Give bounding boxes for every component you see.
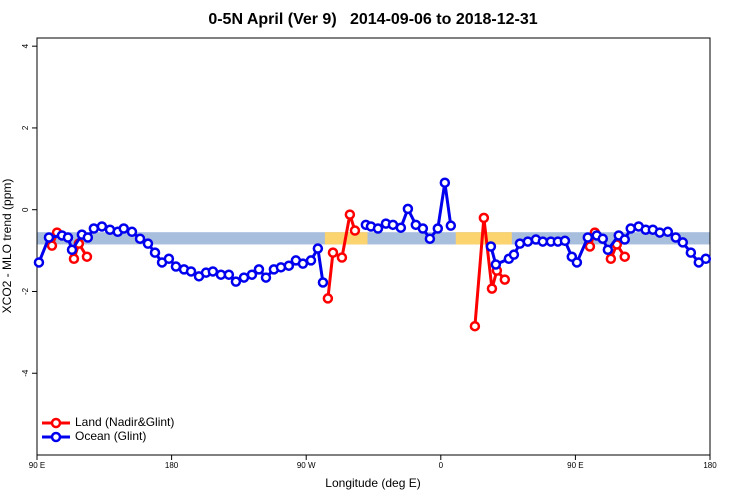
y-tick-label: 2: [21, 125, 30, 130]
point: [445, 220, 457, 231]
x-tick-label: 180: [165, 461, 179, 470]
point: [478, 212, 490, 224]
point: [230, 276, 242, 287]
point: [223, 269, 235, 280]
point: [43, 232, 55, 243]
point: [670, 232, 682, 243]
y-tick-label: -2: [21, 287, 30, 295]
point: [605, 253, 617, 265]
point: [260, 272, 272, 283]
point: [134, 233, 146, 244]
point: [33, 257, 45, 268]
y-tick-label: -4: [21, 369, 30, 377]
legend-marker: [50, 431, 62, 443]
point: [417, 223, 429, 234]
point: [619, 234, 631, 245]
point: [126, 226, 138, 238]
legend-marker: [50, 417, 62, 429]
point: [305, 255, 317, 266]
point: [372, 223, 384, 234]
point: [349, 225, 361, 236]
point: [486, 283, 498, 294]
point: [469, 320, 481, 332]
point: [88, 223, 100, 234]
point: [485, 241, 497, 252]
series-line: [50, 213, 627, 327]
x-tick-label: 90 E: [567, 461, 583, 470]
point: [571, 257, 583, 268]
point: [508, 249, 520, 260]
y-tick-label: 0: [21, 207, 30, 212]
point: [81, 251, 93, 262]
point: [522, 236, 534, 247]
point: [322, 293, 334, 304]
point: [490, 259, 502, 270]
point: [602, 244, 614, 256]
x-axis-label: Longitude (deg E): [325, 476, 420, 490]
x-tick-label: 180: [703, 461, 717, 470]
point: [62, 232, 74, 243]
plot-frame: [36, 37, 711, 456]
point: [700, 253, 712, 265]
point: [246, 269, 258, 280]
point: [654, 227, 665, 238]
point: [312, 243, 324, 254]
x-tick-label: 0: [439, 461, 444, 470]
point: [597, 233, 609, 244]
point: [142, 238, 154, 249]
point: [149, 247, 161, 258]
point: [297, 258, 309, 269]
point: [402, 203, 414, 215]
point: [82, 232, 94, 243]
point: [66, 244, 78, 256]
point: [275, 262, 287, 273]
point: [685, 247, 697, 258]
point: [584, 241, 596, 252]
point: [619, 251, 631, 262]
chart-title: 0-5N April (Ver 9) 2014-09-06 to 2018-12…: [208, 11, 537, 28]
point: [253, 264, 265, 275]
point: [559, 235, 571, 247]
point: [582, 232, 594, 243]
point: [46, 240, 58, 251]
point: [207, 266, 219, 277]
point: [432, 223, 444, 234]
legend-label: Ocean (Glint): [75, 429, 146, 443]
point: [170, 261, 182, 272]
point: [439, 177, 451, 188]
point: [424, 233, 436, 244]
y-tick-label: 4: [21, 43, 30, 48]
point: [537, 236, 549, 247]
point: [317, 277, 329, 288]
point: [283, 260, 295, 271]
point: [185, 266, 197, 277]
point: [163, 253, 175, 265]
point: [96, 221, 108, 232]
point: [499, 274, 511, 285]
point: [68, 253, 80, 265]
point: [677, 237, 689, 248]
point: [395, 222, 407, 233]
x-tick-label: 90 E: [29, 461, 45, 470]
x-tick-label: 90 W: [297, 461, 316, 470]
point: [327, 247, 339, 258]
band: [455, 232, 512, 245]
point: [344, 209, 356, 220]
point: [662, 226, 674, 238]
y-axis-label: XCO2 - MLO trend (ppm): [0, 179, 14, 314]
point: [118, 223, 129, 234]
point: [336, 252, 348, 263]
legend-label: Land (Nadir&Glint): [75, 415, 174, 429]
